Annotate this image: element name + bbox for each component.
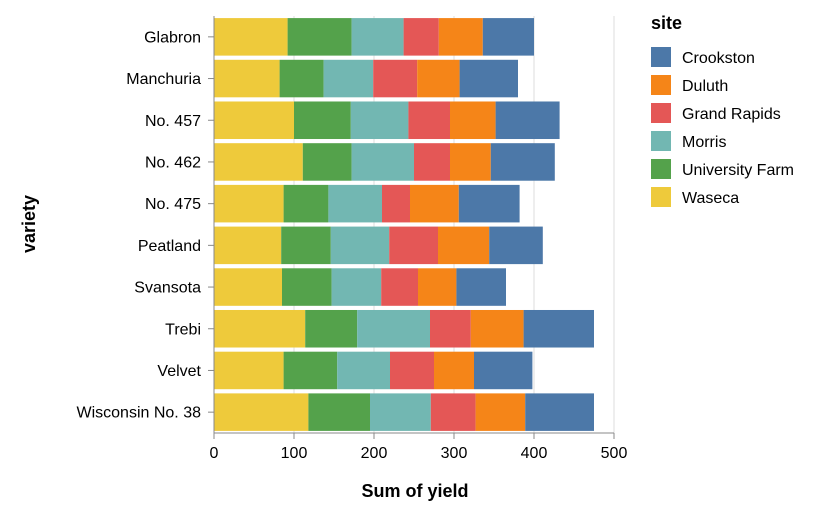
x-axis: 0 100 200 300 400 500 (210, 432, 628, 462)
bar-manchuria-waseca (214, 59, 280, 98)
bar-svansota-morris (331, 268, 382, 306)
bar-peatland-morris (330, 226, 390, 265)
bar-no-475-duluth (410, 184, 459, 223)
bar-no-475-morris (328, 184, 382, 223)
bar-peatland-university-farm (281, 226, 331, 265)
legend-label-crookston: Crookston (682, 50, 755, 67)
bar-no-462-duluth (450, 143, 491, 181)
bar-no-457-waseca (214, 101, 294, 140)
bar-peatland-waseca (214, 226, 282, 265)
bar-no-462-waseca (214, 143, 303, 181)
legend-label-waseca: Waseca (682, 190, 739, 207)
bar-velvet-crookston (474, 351, 533, 390)
y-tick-label-manchuria: Manchuria (126, 71, 201, 88)
bar-trebi-morris (357, 309, 430, 348)
x-tick-label-0: 0 (210, 445, 219, 462)
y-axis: Glabron Manchuria No. 457 No. 462 No. 475 Pea… (77, 16, 215, 433)
bar-wisconsin-no-38-crookston (525, 393, 594, 431)
bar-velvet-grand-rapids (390, 351, 434, 390)
bar-manchuria-grand-rapids (373, 59, 418, 98)
bar-trebi-university-farm (305, 309, 358, 348)
bar-velvet-university-farm (283, 351, 338, 390)
bar-peatland-grand-rapids (389, 226, 438, 265)
y-tick-label-velvet: Velvet (157, 363, 201, 380)
x-tick-label-100: 100 (281, 445, 308, 462)
bar-wisconsin-no-38-waseca (214, 393, 309, 431)
bar-glabron-morris (351, 18, 404, 56)
bar-svansota-waseca (214, 268, 282, 306)
bar-glabron-crookston (482, 18, 534, 56)
bar-wisconsin-no-38-morris (370, 393, 431, 431)
bar-no-457-university-farm (294, 101, 351, 140)
bar-svansota-duluth (418, 268, 457, 306)
legend-swatch-morris (651, 131, 671, 151)
legend-title: site (651, 13, 682, 33)
legend-label-duluth: Duluth (682, 78, 728, 95)
legend-swatch-grand-rapids (651, 103, 671, 123)
y-tick-label-no-462: No. 462 (145, 154, 201, 171)
bar-wisconsin-no-38-grand-rapids (430, 393, 476, 431)
y-tick-label-no-475: No. 475 (145, 196, 201, 213)
y-tick-label-trebi: Trebi (165, 321, 201, 338)
bar-no-475-waseca (214, 184, 284, 223)
bar-manchuria-duluth (417, 59, 460, 98)
bar-manchuria-university-farm (279, 59, 324, 98)
legend-swatch-university-farm (651, 159, 671, 179)
bar-trebi-crookston (523, 309, 594, 348)
bar-no-475-university-farm (283, 184, 329, 223)
x-tick-label-500: 500 (601, 445, 628, 462)
bar-manchuria-crookston (459, 59, 518, 98)
bars (214, 18, 594, 431)
x-axis-title: Sum of yield (361, 481, 468, 501)
bar-svansota-crookston (456, 268, 506, 306)
bar-glabron-duluth (438, 18, 483, 56)
x-tick-label-300: 300 (441, 445, 468, 462)
bar-wisconsin-no-38-duluth (475, 393, 526, 431)
bar-glabron-grand-rapids (403, 18, 439, 56)
y-tick-label-glabron: Glabron (144, 29, 201, 46)
bar-no-462-morris (351, 143, 414, 181)
bar-glabron-waseca (214, 18, 288, 56)
bar-trebi-grand-rapids (430, 309, 471, 348)
legend: site Crookston Duluth Grand Rapids Morris Un… (651, 13, 794, 207)
bar-manchuria-morris (323, 59, 374, 98)
y-tick-label-wisconsin-no-38: Wisconsin No. 38 (77, 405, 202, 422)
bar-no-457-duluth (450, 101, 496, 140)
x-tick-label-400: 400 (521, 445, 548, 462)
bar-no-462-grand-rapids (414, 143, 450, 181)
y-tick-label-peatland: Peatland (138, 238, 201, 255)
bar-peatland-crookston (489, 226, 543, 265)
bar-velvet-morris (337, 351, 390, 390)
bar-no-462-university-farm (302, 143, 352, 181)
bar-no-457-grand-rapids (408, 101, 450, 140)
y-tick-label-no-457: No. 457 (145, 113, 201, 130)
bar-glabron-university-farm (287, 18, 352, 56)
legend-swatch-waseca (651, 187, 671, 207)
legend-label-morris: Morris (682, 134, 726, 151)
bar-velvet-waseca (214, 351, 284, 390)
bar-wisconsin-no-38-university-farm (308, 393, 370, 431)
bar-trebi-waseca (214, 309, 306, 348)
bar-no-462-crookston (490, 143, 555, 181)
bar-velvet-duluth (434, 351, 474, 390)
bar-no-475-grand-rapids (382, 184, 410, 223)
bar-no-475-crookston (458, 184, 520, 223)
legend-swatch-crookston (651, 47, 671, 67)
bar-no-457-morris (350, 101, 409, 140)
y-tick-label-svansota: Svansota (134, 280, 201, 297)
legend-label-university-farm: University Farm (682, 162, 794, 179)
x-tick-label-200: 200 (361, 445, 388, 462)
y-axis-title: variety (19, 195, 39, 253)
bar-trebi-duluth (470, 309, 524, 348)
legend-swatch-duluth (651, 75, 671, 95)
bar-svansota-university-farm (282, 268, 332, 306)
bar-svansota-grand-rapids (381, 268, 418, 306)
legend-label-grand-rapids: Grand Rapids (682, 106, 781, 123)
bar-peatland-duluth (438, 226, 490, 265)
bar-no-457-crookston (495, 101, 560, 140)
